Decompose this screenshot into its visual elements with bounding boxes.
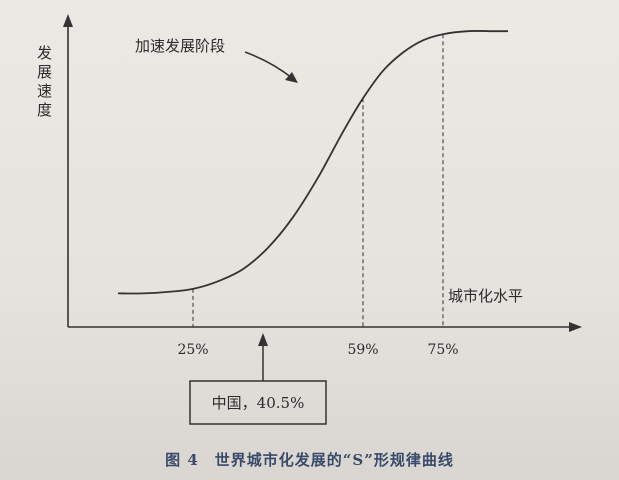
china-callout-text: 中国，40.5% (212, 394, 305, 412)
marker-label: 59% (347, 342, 378, 358)
marker-labels: 25% 59% 75% (177, 342, 458, 358)
s-curve-line (117, 30, 508, 295)
figure-caption: 图 4 世界城市化发展的“S”形规律曲线 (165, 451, 454, 469)
acceleration-arrow (244, 51, 293, 79)
marker-label: 25% (177, 342, 208, 358)
china-pointer-arrowhead (258, 333, 268, 346)
y-axis-arrow (63, 14, 73, 27)
x-axis-label: 城市化水平 (448, 287, 523, 305)
marker-lines (192, 34, 444, 327)
y-axis-label-char: 度 (37, 101, 52, 119)
x-axis-arrow (569, 322, 582, 332)
y-axis-label-char: 发 (37, 44, 52, 62)
china-callout-box (189, 380, 327, 425)
acceleration-arrowhead (285, 72, 298, 83)
acceleration-stage-label: 加速发展阶段 (135, 37, 225, 55)
y-axis-label-char: 速 (37, 82, 52, 100)
y-axis-label-char: 展 (37, 63, 52, 81)
marker-label: 75% (427, 342, 458, 358)
